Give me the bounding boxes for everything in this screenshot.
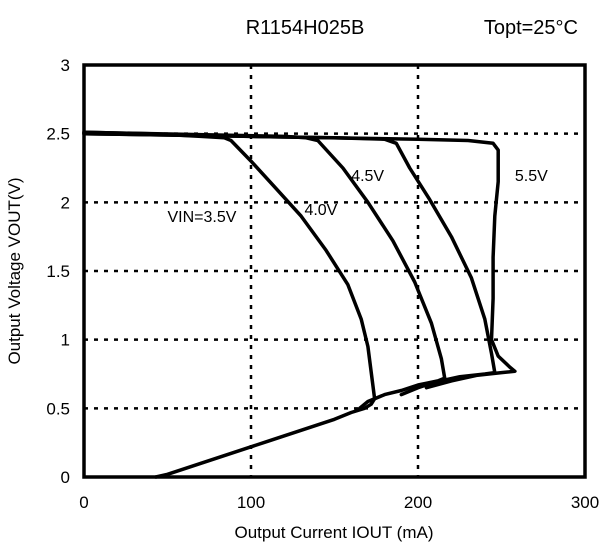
y-tick-label: 0.5	[46, 399, 70, 418]
y-tick-label: 2	[61, 193, 70, 212]
series-label: 4.0V	[304, 202, 337, 219]
x-tick-label: 100	[237, 493, 265, 512]
x-axis-label: Output Current IOUT (mA)	[234, 523, 433, 542]
series-line	[82, 131, 497, 397]
y-tick-label: 0	[61, 468, 70, 487]
y-tick-label: 1.5	[46, 262, 70, 281]
series-labels: VIN=3.5V 4.0V 4.5V 5.5V	[168, 168, 549, 226]
chart-subtitle: Topt=25°C	[484, 17, 578, 39]
y-tick-label: 1	[61, 331, 70, 350]
series-line	[82, 131, 517, 390]
x-tick-labels: 0 100 200 300	[79, 493, 599, 512]
series-label: 5.5V	[515, 168, 548, 185]
y-tick-label: 3	[61, 56, 70, 75]
x-tick-label: 300	[571, 493, 599, 512]
series-label: 4.5V	[351, 168, 384, 185]
series-label: VIN=3.5V	[168, 209, 237, 226]
y-axis-label: Output Voltage VOUT(V)	[5, 177, 24, 364]
plot-frame	[82, 63, 587, 479]
series-line	[82, 130, 377, 479]
y-tick-labels: 0 0.5 1 1.5 2 2.5 3	[46, 56, 70, 487]
y-tick-label: 2.5	[46, 125, 70, 144]
chart-title: R1154H025B	[246, 17, 365, 39]
series-lines	[82, 130, 517, 479]
x-tick-label: 0	[79, 493, 88, 512]
x-tick-label: 200	[404, 493, 432, 512]
grid-lines	[84, 65, 585, 477]
